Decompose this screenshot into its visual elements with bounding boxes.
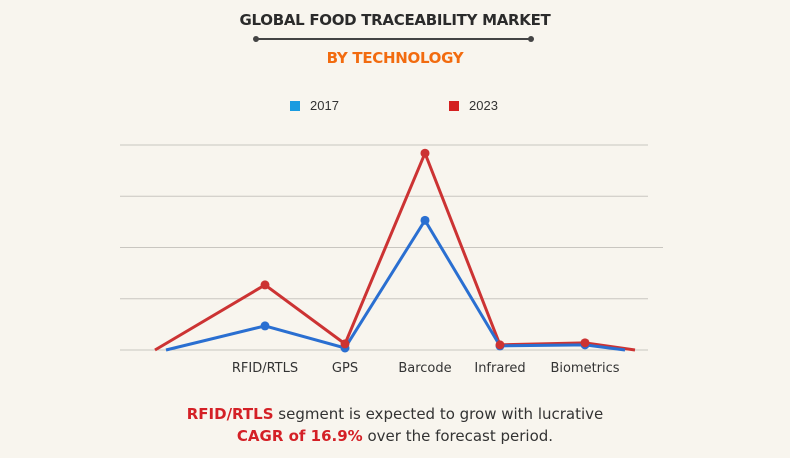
legend-swatch-2023 [449, 100, 459, 111]
x-tick-label: Infrared [474, 361, 525, 376]
data-point-2017 [420, 215, 430, 225]
line-chart: RFID/RTLS GPS Barcode Infrared Biometrics [120, 144, 663, 376]
x-tick-label: GPS [332, 361, 358, 376]
series-line-2023 [154, 149, 636, 352]
footer-text-1: segment is expected to grow with lucrati… [273, 405, 604, 423]
chart-subtitle: BY TECHNOLOGY [326, 49, 464, 67]
legend-label-2023: 2023 [469, 98, 498, 113]
footer-highlight-cagr: CAGR of 16.9% [236, 427, 363, 445]
series-line-2017 [165, 217, 626, 352]
chart-title: GLOBAL FOOD TRACEABILITY MARKET [239, 11, 551, 29]
x-tick-label: RFID/RTLS [232, 361, 298, 376]
x-tick-label: Biometrics [550, 361, 619, 376]
footer-text-2: over the forecast period. [362, 427, 554, 445]
data-point-2023 [420, 148, 430, 158]
data-point-2023 [580, 338, 590, 348]
title-divider [253, 36, 534, 42]
x-tick-label: Barcode [398, 361, 451, 376]
data-point-2023 [260, 280, 270, 290]
footer-line-1: RFID/RTLS segment is expected to grow wi… [0, 405, 790, 423]
legend-swatch-2017 [290, 100, 300, 111]
legend-item-2023: 2023 [449, 98, 498, 113]
data-point-2017 [260, 321, 270, 331]
data-point-2023 [495, 340, 505, 350]
legend-item-2017: 2017 [290, 98, 339, 113]
legend-label-2017: 2017 [310, 98, 339, 113]
footer-line-2: CAGR of 16.9% over the forecast period. [0, 427, 790, 445]
data-point-2023 [340, 339, 350, 349]
footer-highlight-segment: RFID/RTLS [186, 405, 274, 423]
